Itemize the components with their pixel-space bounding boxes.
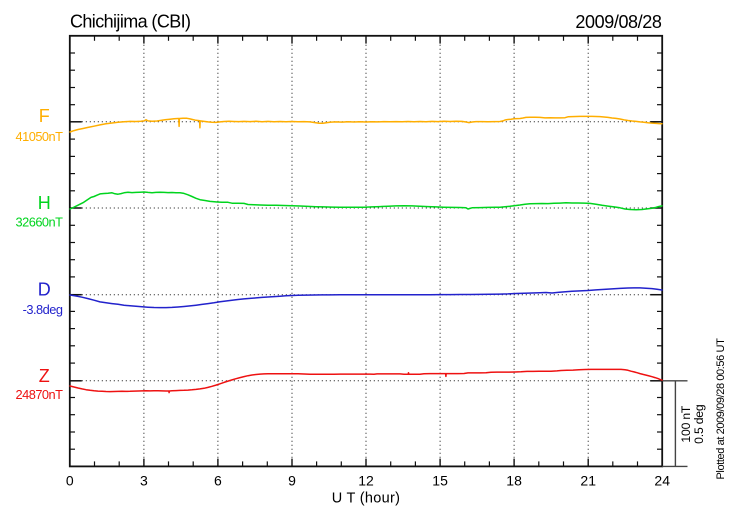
svg-text:Chichijima (CBI): Chichijima (CBI) — [70, 11, 190, 31]
svg-text:U T (hour): U T (hour) — [332, 490, 401, 506]
svg-text:0: 0 — [66, 473, 74, 489]
svg-text:21: 21 — [580, 473, 596, 489]
svg-text:6: 6 — [214, 473, 222, 489]
svg-text:12: 12 — [358, 473, 374, 489]
svg-text:-3.8deg: -3.8deg — [23, 302, 63, 317]
svg-text:3: 3 — [140, 473, 148, 489]
svg-text:Z: Z — [39, 366, 50, 386]
svg-text:18: 18 — [506, 473, 522, 489]
svg-text:H: H — [38, 193, 51, 213]
svg-text:D: D — [38, 279, 51, 299]
svg-text:100 nT0.5 deg: 100 nT0.5 deg — [679, 405, 706, 444]
svg-text:41050nT: 41050nT — [15, 129, 63, 144]
svg-text:32660nT: 32660nT — [15, 214, 63, 229]
svg-text:24870nT: 24870nT — [15, 387, 63, 402]
svg-text:9: 9 — [288, 473, 296, 489]
svg-text:Plotted at 2009/09/28 00:56 UT: Plotted at 2009/09/28 00:56 UT — [715, 338, 727, 480]
svg-text:15: 15 — [432, 473, 448, 489]
svg-text:2009/08/28: 2009/08/28 — [575, 12, 661, 32]
svg-text:F: F — [39, 106, 50, 126]
svg-text:24: 24 — [654, 473, 670, 489]
